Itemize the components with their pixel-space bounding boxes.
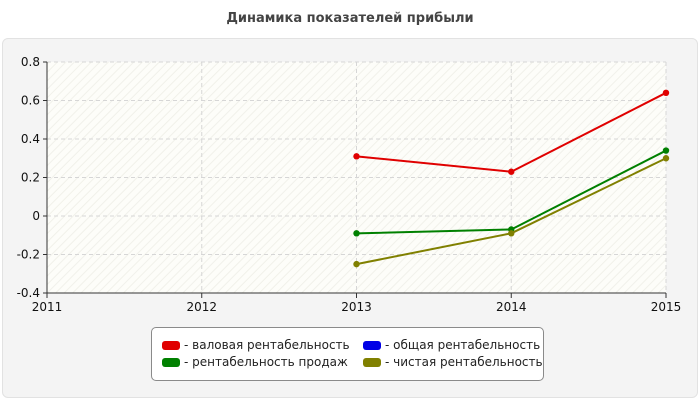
legend-item-sales: - рентабельность продаж	[162, 355, 348, 369]
x-tick-label: 2013	[341, 300, 372, 314]
series-point-3	[662, 155, 670, 162]
y-tick-label: 0	[32, 209, 40, 223]
series-point-0	[508, 168, 515, 175]
x-tick-label: 2011	[32, 300, 63, 314]
x-tick-label: 2015	[651, 300, 682, 314]
series-point-3	[508, 230, 515, 237]
legend-label-net: - чистая рентабельность	[385, 355, 543, 369]
x-tick-label: 2014	[496, 300, 527, 314]
series	[353, 89, 670, 268]
y-tick-label: 0.2	[21, 171, 40, 185]
y-tick-label: -0.4	[17, 286, 40, 300]
series-point-0	[662, 89, 670, 97]
legend-swatch-gross	[162, 341, 180, 350]
legend-label-gross: - валовая рентабельность	[184, 338, 350, 352]
legend-swatch-total	[363, 341, 381, 350]
y-tick-label: 0.6	[21, 94, 40, 108]
legend-label-total: - общая рентабельность	[385, 338, 541, 352]
y-tick-label: 0.4	[21, 132, 40, 146]
series-point-0	[353, 153, 360, 160]
legend-item-gross: - валовая рентабельность	[162, 338, 350, 352]
series-point-2	[353, 230, 360, 237]
y-tick-label: -0.2	[17, 248, 40, 262]
legend-item-net: - чистая рентабельность	[363, 355, 543, 369]
series-point-2	[662, 147, 670, 154]
series-point-3	[353, 260, 360, 268]
y-tick-label: 0.8	[21, 55, 40, 69]
legend-item-total: - общая рентабельность	[363, 338, 540, 352]
chart-title: Динамика показателей прибыли	[226, 11, 474, 26]
legend: - валовая рентабельность - общая рентабе…	[151, 327, 544, 381]
axes	[43, 61, 667, 298]
legend-swatch-net	[363, 358, 381, 367]
legend-label-sales: - рентабельность продаж	[184, 355, 348, 369]
legend-swatch-sales	[162, 358, 180, 367]
x-tick-label: 2012	[186, 300, 217, 314]
